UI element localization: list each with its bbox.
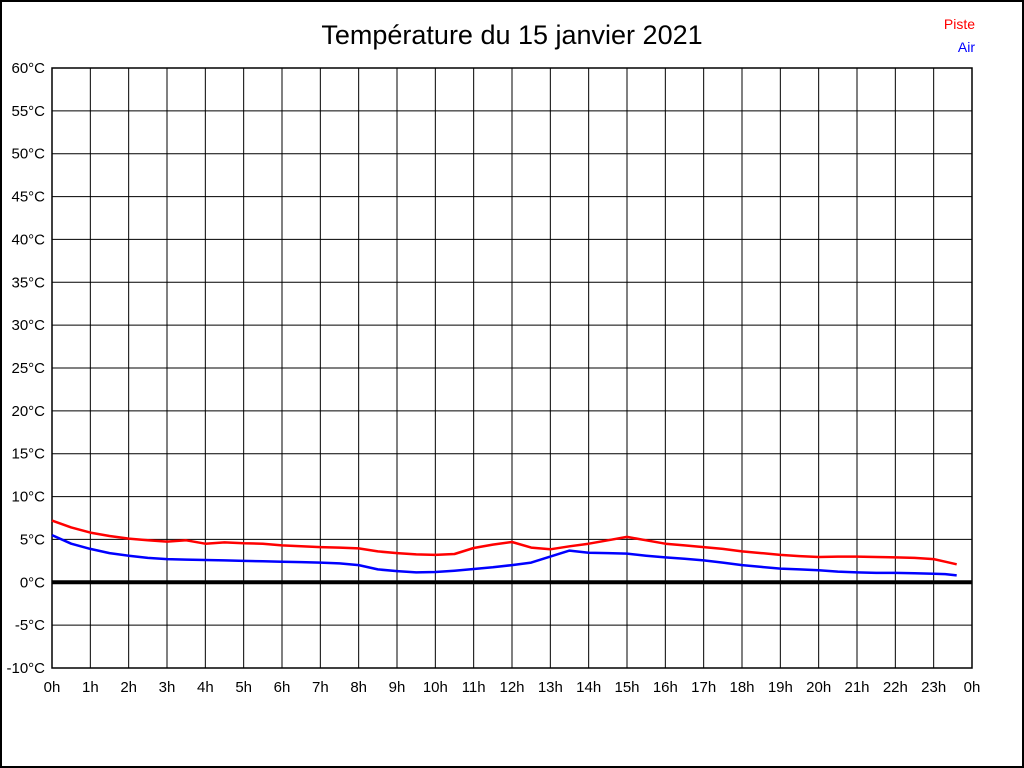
x-tick-label: 22h bbox=[883, 679, 908, 696]
y-tick-label: 40°C bbox=[11, 231, 45, 248]
x-tick-label: 14h bbox=[576, 679, 601, 696]
y-tick-label: 25°C bbox=[11, 360, 45, 377]
x-tick-label: 16h bbox=[653, 679, 678, 696]
y-tick-label: 45°C bbox=[11, 189, 45, 206]
x-tick-label: 3h bbox=[159, 679, 176, 696]
legend-item-air: Air bbox=[944, 36, 975, 59]
x-tick-label: 18h bbox=[729, 679, 754, 696]
series-line-piste bbox=[51, 519, 957, 566]
x-tick-label: 21h bbox=[844, 679, 869, 696]
y-tick-label: 10°C bbox=[11, 489, 45, 506]
y-tick-label: 20°C bbox=[11, 403, 45, 420]
x-tick-label: 0h bbox=[964, 679, 981, 696]
x-tick-label: 9h bbox=[389, 679, 406, 696]
y-tick-label: 55°C bbox=[11, 103, 45, 120]
y-tick-label: 5°C bbox=[20, 531, 45, 548]
legend: Piste Air bbox=[944, 13, 975, 59]
legend-label-piste: Piste bbox=[943, 16, 975, 32]
y-tick-label: 30°C bbox=[11, 317, 45, 334]
x-tick-label: 0h bbox=[44, 679, 61, 696]
plot-frame bbox=[51, 67, 973, 669]
x-tick-label: 13h bbox=[538, 679, 563, 696]
series-line-air bbox=[51, 533, 957, 577]
y-tick-label: 0°C bbox=[20, 574, 45, 591]
legend-item-piste: Piste bbox=[944, 13, 975, 36]
x-tick-label: 8h bbox=[350, 679, 367, 696]
y-tick-label: -10°C bbox=[6, 660, 45, 677]
x-tick-label: 5h bbox=[235, 679, 252, 696]
y-tick-label: 35°C bbox=[11, 274, 45, 291]
y-tick-label: -5°C bbox=[15, 617, 45, 634]
y-tick-label: 50°C bbox=[11, 146, 45, 163]
x-tick-label: 11h bbox=[462, 679, 486, 696]
x-tick-label: 4h bbox=[197, 679, 214, 696]
x-tick-label: 12h bbox=[499, 679, 524, 696]
x-tick-label: 20h bbox=[806, 679, 831, 696]
x-tick-label: 7h bbox=[312, 679, 329, 696]
y-tick-label: 15°C bbox=[11, 446, 45, 463]
x-tick-label: 15h bbox=[614, 679, 639, 696]
x-tick-label: 6h bbox=[274, 679, 291, 696]
x-tick-label: 19h bbox=[768, 679, 793, 696]
chart-title: Température du 15 janvier 2021 bbox=[321, 20, 703, 50]
x-tick-label: 10h bbox=[423, 679, 448, 696]
x-tick-label: 23h bbox=[921, 679, 946, 696]
x-tick-label: 17h bbox=[691, 679, 716, 696]
x-tick-label: 1h bbox=[82, 679, 99, 696]
legend-label-air: Air bbox=[957, 39, 975, 55]
y-tick-label: 60°C bbox=[11, 60, 45, 77]
x-tick-label: 2h bbox=[120, 679, 137, 696]
